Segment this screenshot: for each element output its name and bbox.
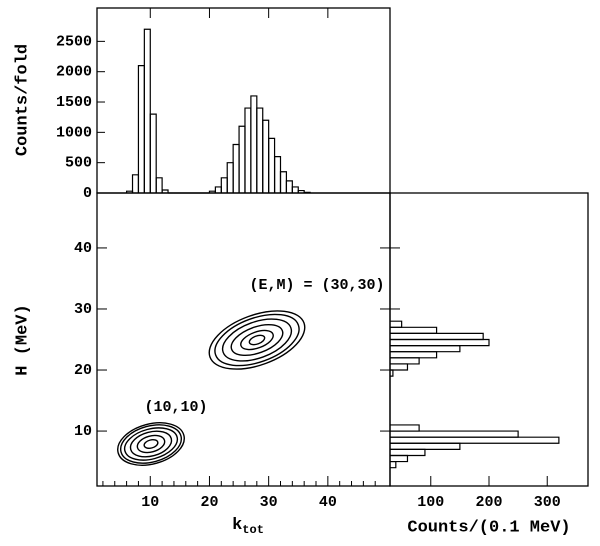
hist-bin (131, 174, 140, 193)
hist-bin (244, 107, 252, 193)
hist-bin (143, 28, 151, 193)
x-tick-label: 20 (200, 494, 218, 511)
hist-bin (390, 357, 420, 365)
hist-bin (279, 171, 288, 193)
hist-bin (214, 186, 222, 193)
x-axis-label: Counts/(0.1 MeV) (407, 518, 570, 537)
y-tick-label: 2000 (56, 64, 92, 81)
hist-bin (137, 65, 145, 193)
hist-bin (297, 189, 305, 193)
contour (129, 430, 173, 458)
hist-bin (390, 430, 519, 438)
hist-bin (390, 460, 397, 469)
contour (208, 310, 306, 370)
top-frame (96, 7, 391, 194)
y-tick-label: 0 (83, 185, 92, 202)
contour (123, 427, 179, 461)
contour (221, 318, 293, 362)
hist-bin (390, 338, 490, 347)
hist-bin (390, 332, 484, 341)
y-axis-label: Counts/fold (13, 44, 32, 156)
hist-bin (303, 191, 311, 193)
hist-bin (273, 156, 282, 193)
x-axis-label: ktot (232, 516, 264, 537)
hist-bin (291, 186, 299, 193)
x-tick-label: 300 (534, 494, 561, 511)
contour (119, 424, 183, 464)
hist-bin (375, 468, 390, 474)
annotation: (10,10) (144, 399, 207, 416)
x-tick-label: 40 (319, 494, 337, 511)
hist-bin (384, 315, 390, 321)
hist-bin (375, 413, 390, 419)
contour (136, 434, 166, 454)
hist-bin (390, 326, 438, 334)
hist-bin (374, 303, 390, 309)
y-tick-label: 2500 (56, 33, 92, 50)
x-tick-label: 200 (475, 494, 502, 511)
annotation: (E,M) = (30,30) (249, 277, 384, 294)
hist-bin (161, 189, 169, 193)
hist-bin (285, 180, 293, 193)
hist-bin (262, 119, 270, 193)
hist-bin (390, 448, 426, 457)
y-tick-label: 20 (74, 362, 92, 379)
hist-bin (232, 143, 240, 193)
hist-bin (149, 113, 157, 193)
hist-bin (390, 345, 461, 353)
y-tick-label: 30 (74, 301, 92, 318)
contour (248, 334, 266, 346)
y-tick-label: 10 (74, 423, 92, 440)
hist-bin (220, 177, 228, 193)
hist-bin (268, 137, 276, 193)
hist-bin (390, 363, 409, 371)
hist-bin (390, 351, 438, 359)
contour (240, 329, 274, 351)
contour (230, 323, 284, 357)
hist-bin (390, 436, 560, 444)
hist-bin (250, 95, 258, 193)
contour (143, 439, 159, 449)
hist-bin (374, 407, 390, 413)
hist-bin (377, 309, 390, 315)
x-tick-label: 10 (141, 494, 159, 511)
y-axis-label: H (MeV) (13, 304, 32, 375)
hist-bin (390, 454, 409, 463)
hist-bin (375, 388, 390, 394)
x-tick-label: 30 (260, 494, 278, 511)
hist-bin (384, 419, 390, 425)
hist-bin (390, 442, 461, 450)
y-tick-label: 40 (74, 240, 92, 257)
x-tick-label: 100 (417, 494, 444, 511)
hist-bin (390, 320, 403, 328)
hist-bin (374, 394, 390, 400)
hist-bin (384, 376, 390, 382)
contour (214, 313, 300, 367)
right-hist (374, 303, 560, 474)
hist-bin (374, 401, 390, 407)
hist-bin (378, 382, 390, 388)
contours (117, 310, 306, 466)
y-tick-label: 1500 (56, 94, 92, 111)
y-tick-label: 500 (65, 155, 92, 172)
hist-bin (226, 162, 234, 193)
hist-bin (256, 107, 264, 193)
hist-bin (390, 424, 420, 432)
y-tick-label: 1000 (56, 124, 92, 141)
hist-bin (238, 125, 246, 193)
contour (117, 422, 185, 466)
hist-bin (155, 177, 163, 193)
